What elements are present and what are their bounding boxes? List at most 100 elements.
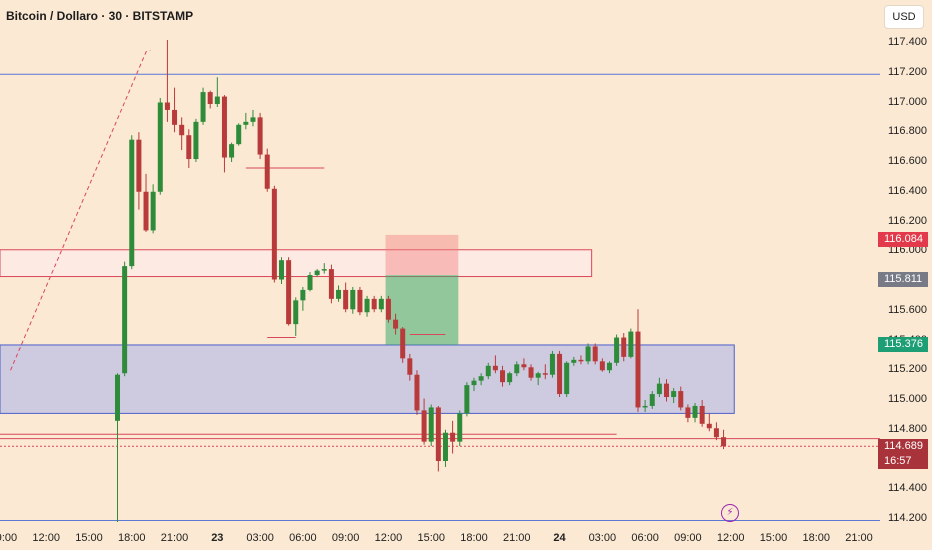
x-tick-label: 21:00 [160, 532, 189, 544]
candle-body [678, 391, 684, 408]
candle [400, 327, 406, 363]
candle [692, 402, 698, 423]
candle-body [699, 405, 705, 424]
candle [250, 109, 256, 127]
candle [407, 353, 413, 381]
y-tick-label: 117.000 [888, 95, 927, 108]
candle [521, 358, 527, 371]
candle-body [500, 370, 506, 383]
candle-body [528, 367, 534, 378]
candle-body [521, 364, 527, 368]
candle-body [571, 359, 577, 363]
y-tick-label: 115.200 [888, 363, 927, 376]
candle [122, 261, 128, 377]
candle [628, 328, 634, 359]
chart-title: Bitcoin / Dollaro · 30 · BITSTAMP [6, 9, 194, 23]
currency-button[interactable]: USD [884, 5, 924, 29]
candle-body [428, 407, 434, 442]
x-tick-label: 03:00 [246, 532, 274, 544]
candle [350, 286, 356, 314]
candle-body [371, 298, 377, 310]
label-upper: 116.084 [878, 231, 928, 247]
candle-body [229, 144, 235, 158]
candle [143, 173, 149, 232]
candle-body [136, 139, 142, 192]
x-tick-label: 15:00 [417, 532, 445, 544]
short-loss [385, 234, 459, 276]
candle-body [257, 117, 263, 155]
candle [706, 413, 712, 432]
x-tick-label: 12:00 [32, 532, 60, 544]
y-tick-label: 117.400 [888, 36, 927, 48]
candle-body [599, 361, 605, 371]
x-tick-label: 03:00 [588, 532, 617, 544]
candle [713, 422, 719, 441]
candle [699, 400, 705, 427]
candle-body [721, 437, 727, 447]
candle [172, 87, 178, 133]
candle-body [186, 135, 192, 160]
candle [115, 373, 120, 522]
candle [492, 355, 498, 374]
candle-body [585, 346, 591, 362]
candle [264, 148, 270, 192]
candle-body [642, 405, 648, 408]
candle-body [549, 353, 555, 375]
candle-body [713, 428, 719, 438]
candle-body [414, 374, 420, 411]
x-tick-label: 15:00 [759, 532, 788, 544]
candle [528, 364, 534, 381]
candle [200, 87, 206, 125]
label-current: 114.689 16:57 [878, 439, 928, 470]
candle-body [307, 275, 313, 290]
candle [642, 400, 648, 412]
candle-body [435, 407, 441, 461]
candle [614, 334, 620, 366]
candle [564, 361, 570, 398]
candle [357, 286, 363, 316]
candle-body [200, 92, 206, 122]
candle [286, 257, 292, 326]
y-tick-label: 116.600 [888, 155, 927, 167]
candle [293, 297, 299, 337]
candle-body [507, 373, 513, 383]
candle-body [193, 121, 199, 160]
candle [300, 286, 306, 311]
candle [621, 333, 627, 362]
candle-body [378, 298, 384, 310]
candle [336, 285, 342, 302]
candle-body [478, 376, 484, 381]
candle-body [221, 96, 227, 158]
price-label-value: 116.084 [884, 232, 923, 245]
candle [535, 371, 541, 386]
candle-body [656, 383, 662, 395]
candle [343, 282, 349, 313]
candle [214, 77, 220, 107]
y-tick-label: 114.200 [888, 512, 927, 524]
candle-body [207, 92, 213, 104]
candle-body [535, 373, 541, 378]
candle [435, 405, 441, 472]
candle-body [457, 413, 463, 442]
x-tick-label: 24 [553, 532, 566, 544]
candle-body [357, 289, 363, 313]
y-tick-label: 116.800 [888, 125, 927, 138]
candle [471, 377, 477, 392]
candle-body [364, 298, 370, 313]
candle [606, 361, 612, 374]
candle-body [706, 423, 712, 429]
label-close: 115.811 [878, 272, 928, 288]
candle-body [115, 374, 120, 421]
x-tick-label: 12:00 [374, 532, 403, 544]
lightning-icon[interactable]: ⚡ [721, 504, 739, 522]
candle-body [407, 358, 413, 375]
candle-body [664, 383, 670, 398]
x-tick-label: 21:00 [845, 532, 873, 544]
candle-body [293, 300, 299, 325]
price-label-value: 115.376 [884, 338, 923, 351]
candle [414, 370, 420, 415]
candle-body [671, 391, 677, 398]
candle-body [150, 191, 156, 231]
candle-body [621, 337, 627, 357]
